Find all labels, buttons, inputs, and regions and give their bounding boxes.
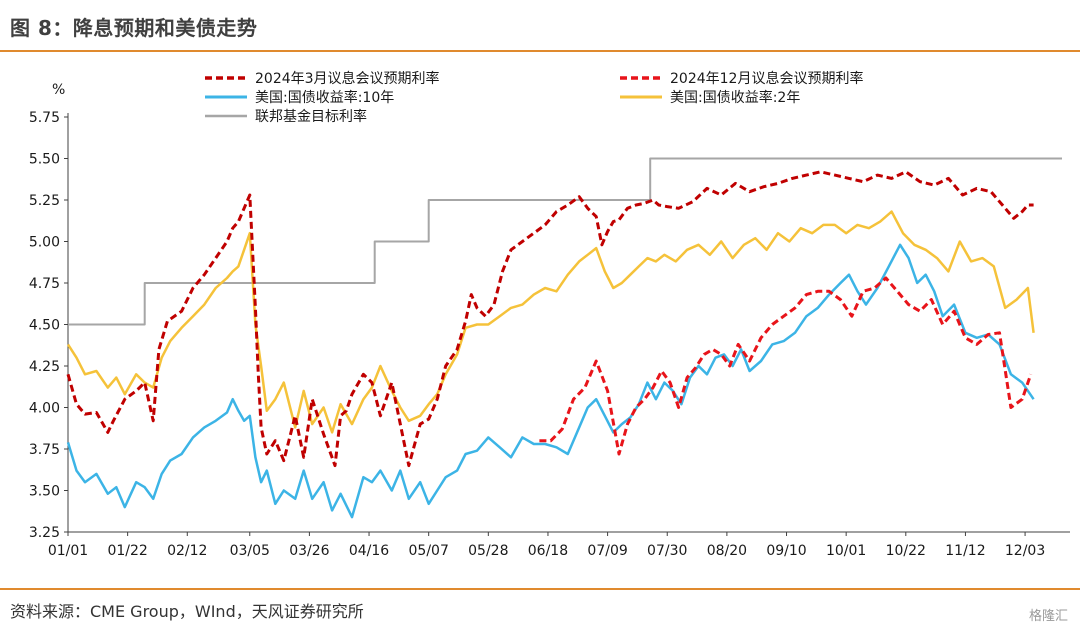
x-tick-label: 07/09 (587, 543, 627, 559)
y-tick-label: 5.75 (29, 110, 60, 126)
chart: 2024年3月议息会议预期利率 2024年12月议息会议预期利率美国:国债收益率:… (29, 70, 1070, 559)
y-axis: 3.25 3.50 3.75 4.00 4.25 4.50 4.75 5.00 5.25 5.50… (29, 110, 69, 541)
y-tick-label: 5.50 (29, 152, 60, 168)
x-axis: 01/01 01/22 02/12 03/05 03/26 04/16 05/07 05/28… (48, 531, 1070, 559)
x-tick-label: 01/22 (107, 543, 147, 559)
x-tick-label: 03/05 (230, 543, 270, 559)
plot-area (66, 157, 1062, 519)
x-tick-label: 06/18 (528, 543, 568, 559)
x-tick-label: 09/10 (766, 543, 806, 559)
x-tick-label: 01/01 (48, 543, 88, 559)
unit-label: % (52, 82, 65, 98)
x-tick-label: 11/12 (945, 543, 985, 559)
series-line-4 (68, 157, 1062, 326)
x-tick-label: 03/26 (289, 543, 329, 559)
legend: 2024年3月议息会议预期利率 2024年12月议息会议预期利率美国:国债收益率:… (205, 70, 863, 125)
legend-label: 美国:国债收益率:2年 (670, 89, 800, 106)
x-tick-label: 07/30 (647, 543, 687, 559)
x-tick-label: 10/22 (886, 543, 926, 559)
legend-label: 美国:国债收益率:10年 (255, 89, 394, 106)
y-tick-label: 4.75 (29, 276, 60, 292)
legend-label: 联邦基金目标利率 (255, 108, 367, 125)
source-note: 资料来源：CME Group，WInd，天风证券研究所 (10, 602, 364, 621)
x-tick-label: 05/28 (468, 543, 508, 559)
legend-label: 2024年3月议息会议预期利率 (255, 70, 440, 87)
y-tick-label: 4.00 (29, 401, 60, 417)
y-tick-label: 5.25 (29, 193, 60, 209)
watermark: 格隆汇 (1028, 609, 1068, 624)
y-tick-label: 3.50 (29, 484, 60, 500)
series-line-3 (66, 210, 1035, 434)
x-tick-label: 10/01 (826, 543, 866, 559)
x-tick-label: 05/07 (409, 543, 449, 559)
x-tick-label: 02/12 (167, 543, 207, 559)
y-tick-label: 3.75 (29, 442, 60, 458)
series-line-1 (539, 276, 1033, 456)
series-line-2 (66, 243, 1035, 519)
x-tick-label: 08/20 (707, 543, 747, 559)
x-tick-label: 12/03 (1005, 543, 1045, 559)
y-tick-label: 4.50 (29, 318, 60, 334)
y-tick-label: 4.25 (29, 359, 60, 375)
figure-title: 图 8：降息预期和美债走势 (10, 16, 258, 40)
y-tick-label: 3.25 (29, 525, 60, 541)
y-tick-label: 5.00 (29, 235, 60, 251)
x-tick-label: 04/16 (349, 543, 389, 559)
legend-label: 2024年12月议息会议预期利率 (670, 70, 863, 87)
top-divider (0, 50, 1080, 52)
series-line-0 (66, 170, 1034, 468)
bottom-divider (0, 588, 1080, 590)
